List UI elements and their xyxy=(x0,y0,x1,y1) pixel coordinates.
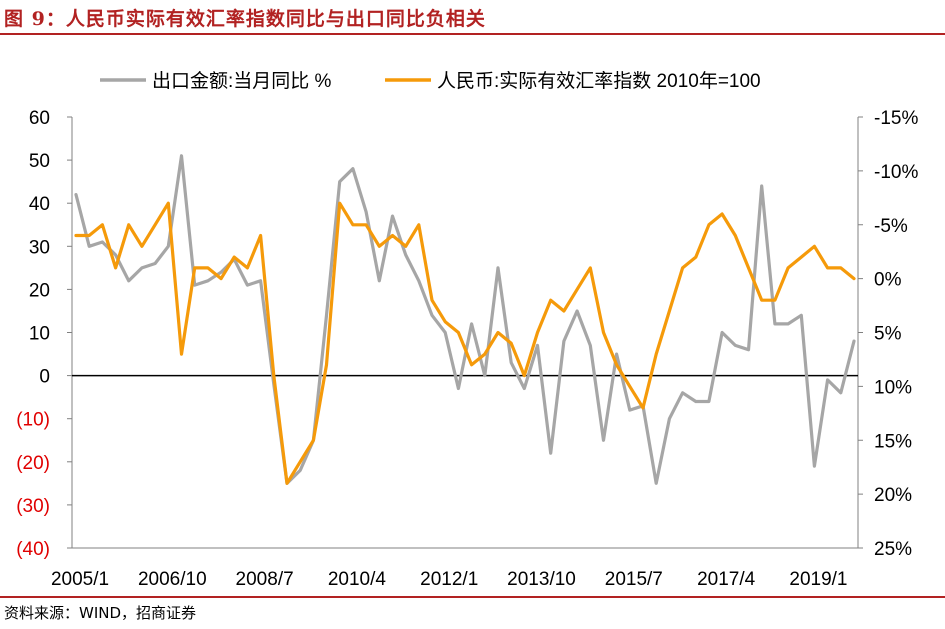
left-tick-label: 0 xyxy=(39,367,50,388)
x-tick-label: 2013/10 xyxy=(507,569,576,590)
x-tick-label: 2015/7 xyxy=(605,569,663,590)
left-tick-label: 30 xyxy=(29,237,50,258)
x-tick-label: 2006/10 xyxy=(138,569,207,590)
legend-label-reer: 人民币:实际有效汇率指数 2010年=100 xyxy=(437,70,761,92)
x-axis: 2005/1 2006/10 2008/7 2010/4 2012/1 2013/10 20… xyxy=(51,374,858,590)
left-tick-label: (10) xyxy=(16,410,50,431)
right-tick-label: 25% xyxy=(874,539,912,560)
left-tick-label: (40) xyxy=(16,539,50,560)
right-tick-label: 15% xyxy=(874,431,912,452)
right-tick-label: -15% xyxy=(874,108,918,129)
source-rule xyxy=(0,596,945,598)
right-axis: -15% -10% -5% 0% 5% 10% 15% 20% 25% xyxy=(857,108,918,560)
x-tick-label: 2010/4 xyxy=(328,569,387,590)
right-tick-label: 0% xyxy=(874,270,902,291)
x-tick-label: 2017/4 xyxy=(697,569,756,590)
x-tick-label: 2012/1 xyxy=(420,569,478,590)
left-tick-label: 50 xyxy=(29,151,50,172)
x-tick-label: 2005/1 xyxy=(51,569,109,590)
export-yoy-line xyxy=(74,154,856,485)
right-tick-label: 20% xyxy=(874,485,912,506)
left-tick-label: 40 xyxy=(29,194,50,215)
series-group xyxy=(74,154,856,485)
legend-label-export: 出口金额:当月同比 % xyxy=(152,70,332,92)
right-tick-label: -5% xyxy=(874,216,908,237)
left-tick-label: 20 xyxy=(29,280,50,301)
figure-title: 图 9：人民币实际有效汇率指数同比与出口同比负相关 xyxy=(4,8,486,30)
source-note: 资料来源：WIND，招商证券 xyxy=(4,604,197,622)
left-tick-label: (30) xyxy=(16,496,50,517)
reer-yoy-line xyxy=(74,201,856,485)
left-axis: 60 50 40 30 20 10 0 (10) (20) (30) (40) xyxy=(16,108,73,560)
right-tick-label: 5% xyxy=(874,324,902,345)
right-tick-label: 10% xyxy=(874,377,912,398)
title-rule xyxy=(0,33,945,35)
x-tick-label: 2008/7 xyxy=(236,569,294,590)
right-tick-label: -10% xyxy=(874,162,918,183)
x-tick-label: 2019/1 xyxy=(789,569,847,590)
left-tick-label: 60 xyxy=(29,108,50,129)
legend: 出口金额:当月同比 % 人民币:实际有效汇率指数 2010年=100 xyxy=(100,70,761,92)
left-tick-label: (20) xyxy=(16,453,50,474)
left-tick-label: 10 xyxy=(29,324,50,345)
